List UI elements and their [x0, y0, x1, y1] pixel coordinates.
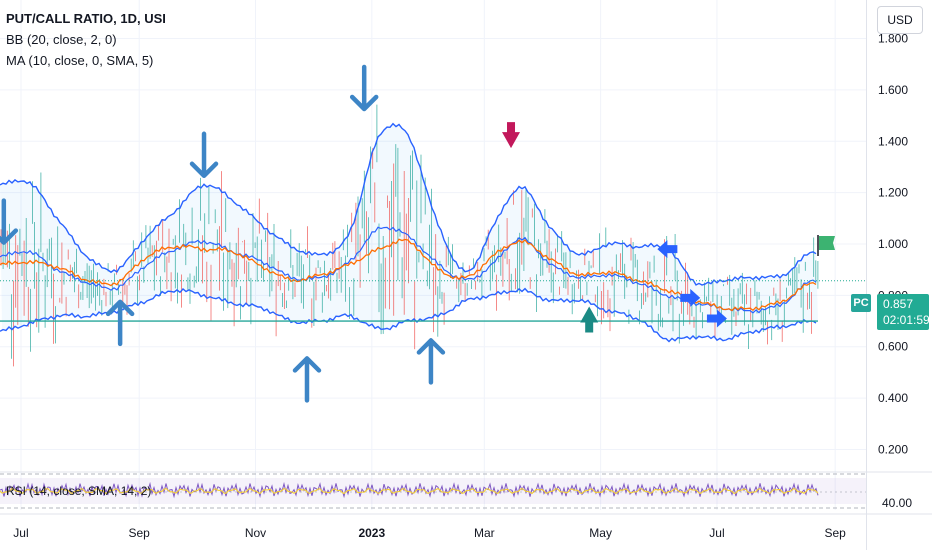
rsi-sma-line — [0, 487, 819, 495]
arrow-right-icon — [706, 309, 727, 328]
arrow-right-annotation-9 — [680, 288, 701, 307]
ma-line — [0, 238, 817, 312]
arrow-down-icon — [502, 122, 521, 149]
last-price-value: 0.857 — [883, 297, 914, 311]
flag-icon — [819, 235, 835, 250]
rsi-pane — [0, 473, 866, 509]
bb-fill — [0, 124, 818, 340]
horizontal-line[interactable] — [0, 280, 866, 322]
symbol-title[interactable]: PUT/CALL RATIO, 1D, USI — [6, 11, 166, 26]
y-tick-label-1: 0.400 — [878, 391, 908, 405]
y-tick-label-4: 1.000 — [878, 237, 908, 251]
x-tick-label-0: Jul — [13, 526, 28, 540]
y-tick-label-8: 1.800 — [878, 32, 908, 46]
x-tick-label-4: Mar — [474, 526, 495, 540]
chart-legend: PUT/CALL RATIO, 1D, USI BB (20, close, 2… — [6, 8, 166, 71]
x-tick-label-3: 2023 — [358, 526, 385, 540]
last-price-tag: 0.857 02:01:59 — [877, 294, 930, 330]
bb-lower-line — [0, 287, 817, 343]
arrow-up-icon — [292, 356, 322, 403]
x-tick-label-6: Jul — [709, 526, 724, 540]
ma-indicator-label[interactable]: MA (10, close, 0, SMA, 5) — [6, 53, 154, 68]
x-tick-label-5: May — [589, 526, 612, 540]
symbol-tag: PC — [851, 294, 871, 312]
arrow-down-annotation-2 — [189, 131, 219, 179]
x-tick-label-2: Nov — [245, 526, 266, 540]
arrow-left-annotation-8 — [657, 240, 678, 259]
arrow-left-icon — [657, 240, 678, 259]
arrow-down-annotation-6 — [502, 122, 521, 149]
bollinger-bands — [0, 124, 818, 340]
indicator-lines — [0, 122, 817, 343]
y-tick-label-2: 0.600 — [878, 340, 908, 354]
annotations — [0, 64, 835, 403]
arrow-down-annotation-4 — [349, 64, 379, 112]
time-axis[interactable]: Jul Sep Nov 2023 Mar May Jul Sep — [0, 513, 932, 540]
bb-upper-line — [0, 122, 817, 286]
arrow-down-icon — [0, 198, 19, 245]
arrow-right-icon — [680, 288, 701, 307]
bb-basis-line — [0, 226, 817, 314]
arrow-down-annotation-0 — [0, 198, 19, 245]
arrow-right-annotation-10 — [706, 309, 727, 328]
arrow-up-annotation-7 — [580, 306, 599, 333]
y-tick-label-0: 0.200 — [878, 442, 908, 456]
x-tick-label-7: Sep — [824, 526, 846, 540]
rsi-indicator-label[interactable]: RSI (14, close, SMA, 14, 2) — [6, 484, 152, 498]
y-tick-label-5: 1.200 — [878, 186, 908, 200]
y-tick-label-6: 1.400 — [878, 134, 908, 148]
arrow-down-icon — [349, 64, 379, 112]
rsi-tick-label: 40.00 — [882, 496, 912, 510]
arrow-up-icon — [105, 299, 135, 347]
flag-annotation-11 — [817, 234, 835, 256]
y-tick-label-7: 1.600 — [878, 83, 908, 97]
arrow-down-icon — [189, 131, 219, 179]
arrow-up-annotation-1 — [105, 299, 135, 347]
currency-button[interactable]: USD — [877, 6, 923, 34]
x-tick-label-1: Sep — [129, 526, 151, 540]
arrow-up-icon — [416, 338, 446, 385]
arrow-up-annotation-5 — [416, 338, 446, 385]
bb-indicator-label[interactable]: BB (20, close, 2, 0) — [6, 32, 117, 47]
arrow-up-icon — [580, 306, 599, 333]
bar-countdown: 02:01:59 — [883, 313, 930, 327]
arrow-up-annotation-3 — [292, 356, 322, 403]
